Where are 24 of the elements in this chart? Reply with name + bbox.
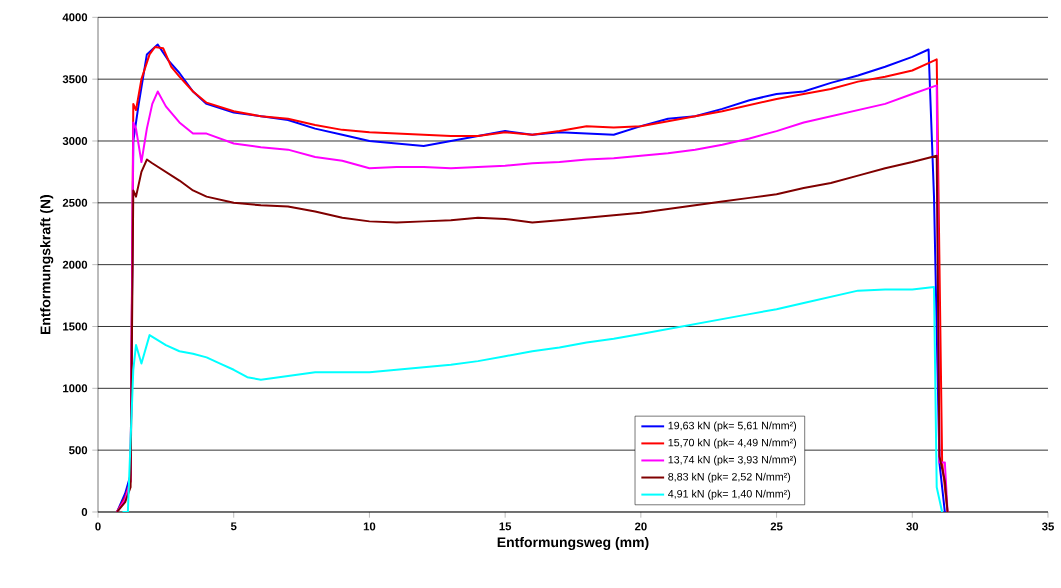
y-tick-label: 500 [69,446,88,455]
y-tick-label: 3500 [62,75,88,84]
y-tick-label: 3000 [62,136,88,146]
x-tick-label: 25 [770,522,783,531]
x-tick-label: 5 [230,522,237,531]
x-tick-label: 30 [906,522,919,531]
y-tick-label: 2500 [62,198,88,207]
y-tick-label: 0 [81,507,88,516]
legend-label: 4,91 kN (pk= 1,40 N/mm²) [668,489,791,500]
x-tick-label: 35 [1041,522,1054,531]
x-tick-label: 10 [363,522,376,531]
x-axis-title: Entformungsweg (mm) [497,536,649,551]
legend-label: 19,63 kN (pk= 5,61 N/mm²) [668,421,797,432]
y-tick-label: 4000 [62,13,88,22]
x-tick-label: 15 [499,522,512,531]
legend-label: 8,83 kN (pk= 2,52 N/mm²) [668,472,791,483]
y-tick-label: 2000 [62,260,88,269]
y-tick-label: 1000 [63,384,88,393]
x-tick-label: 20 [634,522,647,531]
legend-label: 15,70 kN (pk= 4,49 N/mm²) [668,438,797,449]
x-tick-label: 0 [95,522,101,531]
legend-label: 13,74 kN (pk= 3,93 N/mm²) [668,455,797,466]
y-tick-label: 1500 [63,322,88,331]
y-axis-title: Entformungskraft (N) [40,195,54,335]
